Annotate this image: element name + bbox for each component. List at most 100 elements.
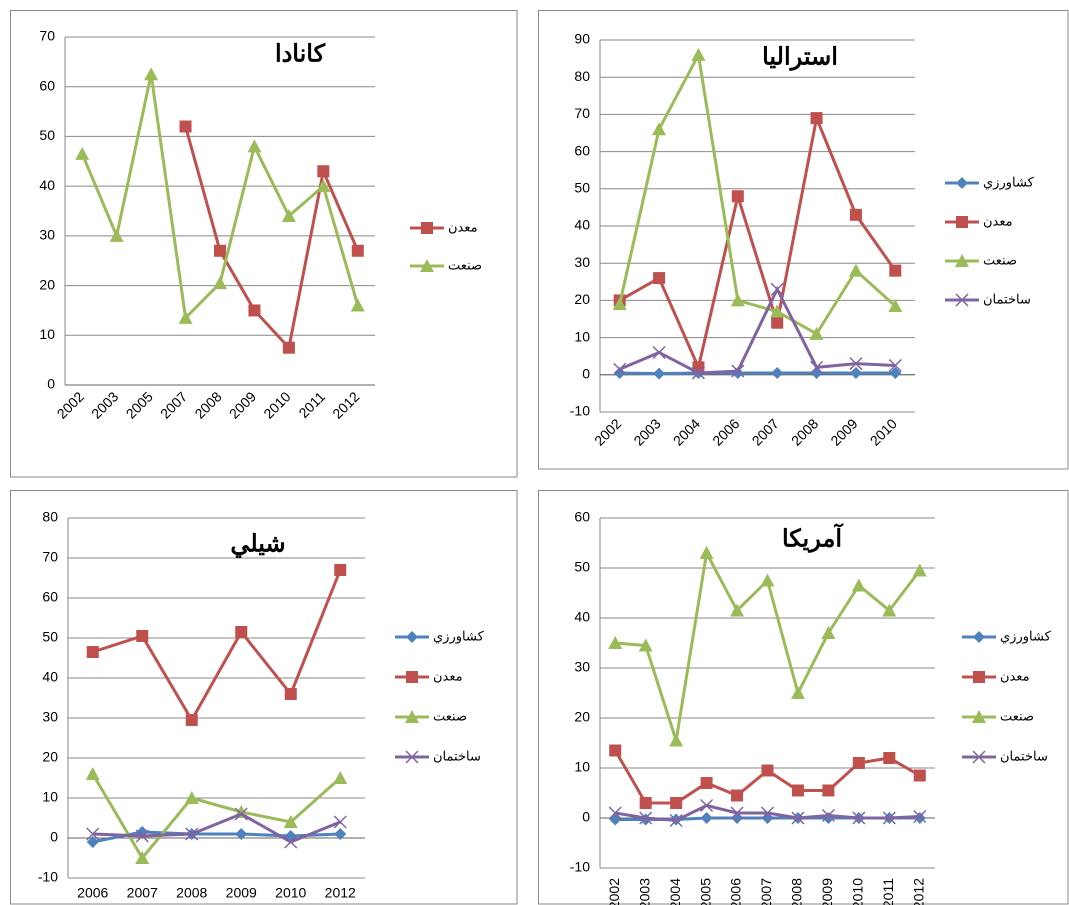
marker — [760, 573, 775, 587]
marker — [821, 626, 836, 639]
marker — [406, 631, 418, 643]
marker — [760, 806, 775, 820]
marker — [821, 808, 835, 823]
marker — [955, 254, 969, 267]
marker — [956, 177, 968, 189]
legend-label: ساختمان — [1000, 748, 1048, 763]
marker — [351, 244, 364, 257]
y-tick-label: 40 — [39, 177, 55, 193]
marker — [86, 646, 99, 658]
y-tick-label: 70 — [42, 549, 58, 565]
marker — [653, 367, 666, 380]
legend-label: معدن — [983, 213, 1013, 228]
marker — [652, 122, 667, 136]
marker — [700, 798, 714, 813]
y-tick-label: 40 — [574, 217, 590, 233]
marker — [316, 179, 331, 193]
marker — [882, 603, 897, 617]
y-tick-label: 50 — [42, 629, 58, 645]
y-tick-label: 10 — [574, 759, 590, 775]
y-tick-label: 40 — [42, 669, 58, 685]
y-tick-label: -10 — [570, 859, 590, 875]
y-tick-label: 90 — [574, 31, 590, 47]
x-tick-label: 2007 — [127, 885, 158, 901]
marker — [849, 366, 862, 379]
marker — [608, 636, 623, 649]
legend-label: معدن — [1000, 668, 1030, 683]
marker — [882, 811, 896, 825]
legend-label: كشاورزي — [1000, 628, 1052, 644]
marker — [731, 364, 745, 378]
marker — [179, 120, 192, 133]
marker — [851, 578, 866, 592]
marker — [283, 815, 298, 828]
y-tick-label: 30 — [574, 254, 590, 270]
y-tick-label: 30 — [574, 659, 590, 675]
y-tick-label: 10 — [42, 789, 58, 805]
marker — [852, 811, 866, 825]
marker — [613, 362, 627, 376]
x-tick-label: 2009 — [226, 885, 257, 901]
marker — [235, 626, 248, 638]
legend-label: صنعت — [448, 257, 482, 272]
series-line — [618, 50, 897, 336]
marker — [214, 244, 226, 257]
marker — [888, 358, 902, 373]
legend-label: معدن — [448, 219, 478, 234]
y-tick-label: 70 — [574, 105, 590, 121]
legend-label: ساختمان — [983, 291, 1031, 306]
marker — [333, 771, 348, 784]
panel — [538, 10, 1069, 470]
y-tick-label: 0 — [50, 829, 58, 845]
marker — [810, 360, 824, 374]
marker — [613, 366, 626, 379]
marker — [972, 750, 986, 764]
marker — [639, 797, 652, 809]
marker — [973, 631, 985, 643]
marker — [730, 603, 745, 617]
marker — [888, 298, 903, 312]
marker — [771, 366, 784, 379]
marker — [144, 67, 159, 81]
y-tick-label: 20 — [574, 291, 590, 307]
marker — [913, 769, 926, 782]
series-line — [92, 812, 341, 844]
marker — [652, 345, 666, 360]
marker — [791, 811, 805, 825]
marker — [972, 710, 986, 723]
series-line — [619, 371, 896, 376]
series-line — [618, 112, 897, 373]
marker — [334, 828, 347, 840]
x-tick-label: 2006 — [77, 885, 108, 901]
y-tick-label: 50 — [39, 127, 55, 143]
legend-label: صنعت — [1000, 708, 1034, 723]
marker — [791, 784, 804, 797]
x-tick-label: 2002 — [606, 878, 622, 905]
y-tick-label: 70 — [39, 28, 55, 44]
x-tick-label: 2012 — [325, 885, 356, 901]
y-tick-label: 80 — [574, 68, 590, 84]
series-line — [92, 830, 341, 844]
marker — [883, 752, 896, 764]
y-tick-label: -10 — [38, 869, 58, 885]
x-tick-label: 2004 — [667, 878, 683, 905]
y-tick-label: 20 — [39, 276, 55, 292]
x-tick-label: 2010 — [275, 885, 306, 901]
marker — [889, 366, 902, 379]
y-tick-label: 50 — [574, 559, 590, 575]
marker — [213, 276, 227, 290]
marker — [235, 828, 248, 840]
y-tick-label: 80 — [42, 509, 58, 525]
marker — [185, 714, 198, 726]
y-tick-label: 10 — [574, 328, 590, 344]
marker — [810, 112, 823, 125]
legend-label: كشاورزي — [433, 628, 485, 644]
marker — [135, 851, 150, 864]
marker — [109, 228, 124, 242]
marker — [420, 259, 434, 272]
marker — [281, 208, 296, 222]
marker — [955, 293, 969, 307]
legend-label: كشاورزي — [983, 174, 1035, 190]
